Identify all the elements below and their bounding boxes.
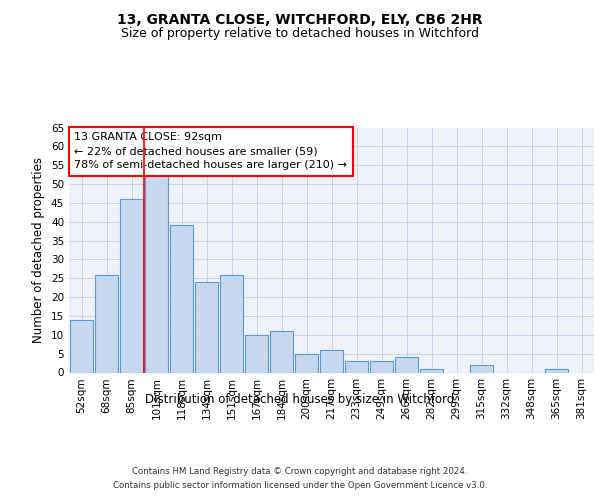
Bar [195, 282, 218, 372]
Bar [470, 365, 493, 372]
Text: Size of property relative to detached houses in Witchford: Size of property relative to detached ho… [121, 28, 479, 40]
Bar [295, 354, 318, 372]
Bar [145, 176, 168, 372]
Text: 13, GRANTA CLOSE, WITCHFORD, ELY, CB6 2HR: 13, GRANTA CLOSE, WITCHFORD, ELY, CB6 2H… [117, 12, 483, 26]
Bar [245, 335, 268, 372]
Text: 13 GRANTA CLOSE: 92sqm
← 22% of detached houses are smaller (59)
78% of semi-det: 13 GRANTA CLOSE: 92sqm ← 22% of detached… [74, 132, 347, 170]
Text: Contains public sector information licensed under the Open Government Licence v3: Contains public sector information licen… [113, 481, 487, 490]
Bar [70, 320, 93, 372]
Text: Distribution of detached houses by size in Witchford: Distribution of detached houses by size … [145, 392, 455, 406]
Text: Contains HM Land Registry data © Crown copyright and database right 2024.: Contains HM Land Registry data © Crown c… [132, 468, 468, 476]
Bar [270, 331, 293, 372]
Bar [345, 361, 368, 372]
Bar [220, 274, 243, 372]
Y-axis label: Number of detached properties: Number of detached properties [32, 157, 46, 343]
Bar [95, 274, 118, 372]
Bar [420, 368, 443, 372]
Bar [395, 358, 418, 372]
Bar [545, 368, 568, 372]
Bar [370, 361, 393, 372]
Bar [320, 350, 343, 372]
Bar [170, 226, 193, 372]
Bar [120, 199, 143, 372]
